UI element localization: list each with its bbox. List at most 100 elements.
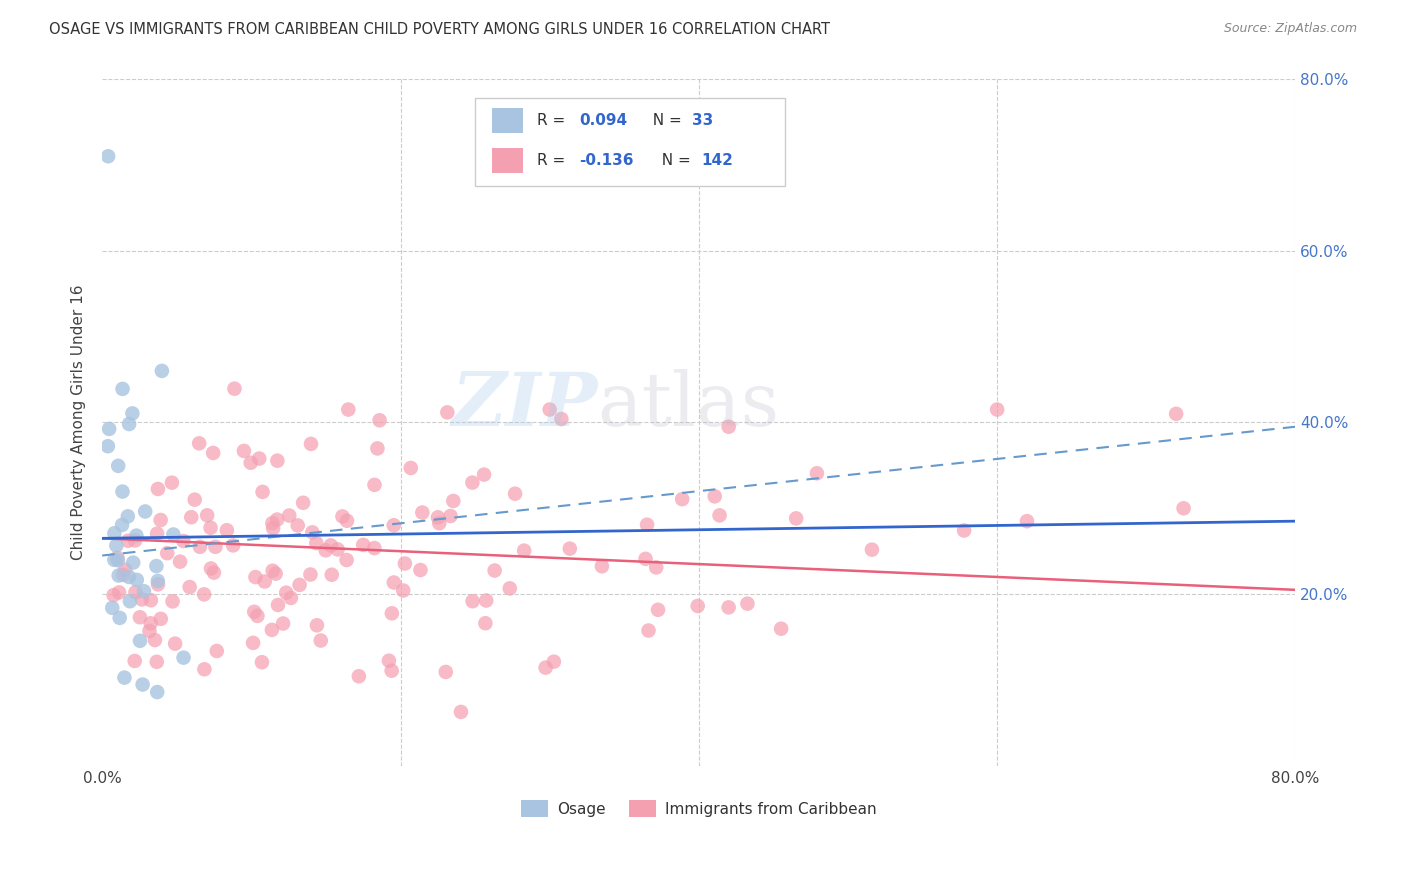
Point — [1166, 407, 1188, 421]
Text: 33: 33 — [692, 113, 713, 128]
Point — [499, 582, 522, 596]
Point — [245, 570, 267, 584]
Point — [149, 612, 172, 626]
Point — [242, 636, 264, 650]
Point — [737, 597, 759, 611]
Point — [703, 489, 725, 503]
Point — [363, 478, 385, 492]
Point — [146, 685, 169, 699]
Point — [321, 567, 343, 582]
Point — [239, 456, 262, 470]
Point — [645, 560, 668, 574]
Y-axis label: Child Poverty Among Girls Under 16: Child Poverty Among Girls Under 16 — [72, 285, 86, 560]
Point — [475, 593, 498, 607]
Point — [232, 444, 254, 458]
Point — [103, 553, 125, 567]
Point — [336, 553, 359, 567]
Point — [107, 553, 129, 567]
Point — [134, 504, 156, 518]
Point — [461, 594, 484, 608]
Point — [103, 526, 125, 541]
Point — [121, 406, 143, 420]
Point — [591, 559, 613, 574]
Point — [326, 542, 349, 557]
Point — [146, 574, 169, 588]
Point — [717, 419, 740, 434]
Point — [287, 518, 309, 533]
Point — [392, 583, 415, 598]
Point — [534, 660, 557, 674]
Point — [107, 568, 129, 582]
Point — [146, 526, 169, 541]
Point — [253, 574, 276, 589]
Point — [183, 492, 205, 507]
Point — [262, 516, 284, 530]
Point — [139, 616, 162, 631]
Point — [250, 655, 273, 669]
Text: 142: 142 — [702, 153, 734, 168]
Text: N =: N = — [643, 113, 686, 128]
Point — [200, 521, 222, 535]
Point — [117, 533, 139, 548]
Point — [381, 664, 404, 678]
Point — [124, 585, 146, 599]
Point — [146, 655, 169, 669]
Point — [98, 422, 121, 436]
Point — [146, 482, 169, 496]
Point — [138, 624, 160, 638]
Point — [543, 655, 565, 669]
Point — [114, 563, 136, 577]
Point — [503, 486, 526, 500]
Point — [202, 446, 225, 460]
Point — [309, 633, 332, 648]
Point — [637, 624, 659, 638]
Point — [204, 540, 226, 554]
Point — [264, 566, 287, 581]
Point — [107, 458, 129, 473]
Point — [441, 494, 464, 508]
Point — [266, 453, 288, 467]
Point — [162, 594, 184, 608]
Point — [1015, 514, 1038, 528]
Point — [215, 523, 238, 537]
Point — [143, 633, 166, 648]
Point — [550, 412, 572, 426]
Point — [439, 508, 461, 523]
Point — [160, 475, 183, 490]
Point — [108, 611, 131, 625]
Point — [671, 492, 693, 507]
Point — [97, 439, 120, 453]
Point — [474, 616, 496, 631]
Point — [266, 512, 288, 526]
Point — [139, 593, 162, 607]
Point — [129, 633, 152, 648]
Text: ZIP: ZIP — [451, 369, 598, 442]
Text: -0.136: -0.136 — [579, 153, 634, 168]
Point — [686, 599, 709, 613]
Point — [409, 563, 432, 577]
Point — [271, 616, 294, 631]
Point — [368, 413, 391, 427]
Point — [366, 442, 388, 456]
Point — [382, 518, 405, 533]
Point — [188, 540, 211, 554]
Point — [347, 669, 370, 683]
Point — [381, 607, 404, 621]
Point — [363, 541, 385, 555]
Point — [165, 637, 187, 651]
Point — [193, 662, 215, 676]
Point — [450, 705, 472, 719]
Point — [118, 417, 141, 431]
Point — [247, 451, 270, 466]
Point — [169, 555, 191, 569]
Point — [150, 364, 173, 378]
Point — [111, 382, 134, 396]
Point — [785, 511, 807, 525]
Legend: Osage, Immigrants from Caribbean: Osage, Immigrants from Caribbean — [515, 794, 883, 823]
Point — [205, 644, 228, 658]
Point — [378, 654, 401, 668]
Point — [124, 654, 146, 668]
Point — [267, 598, 290, 612]
Point — [252, 484, 274, 499]
Point — [472, 467, 495, 482]
